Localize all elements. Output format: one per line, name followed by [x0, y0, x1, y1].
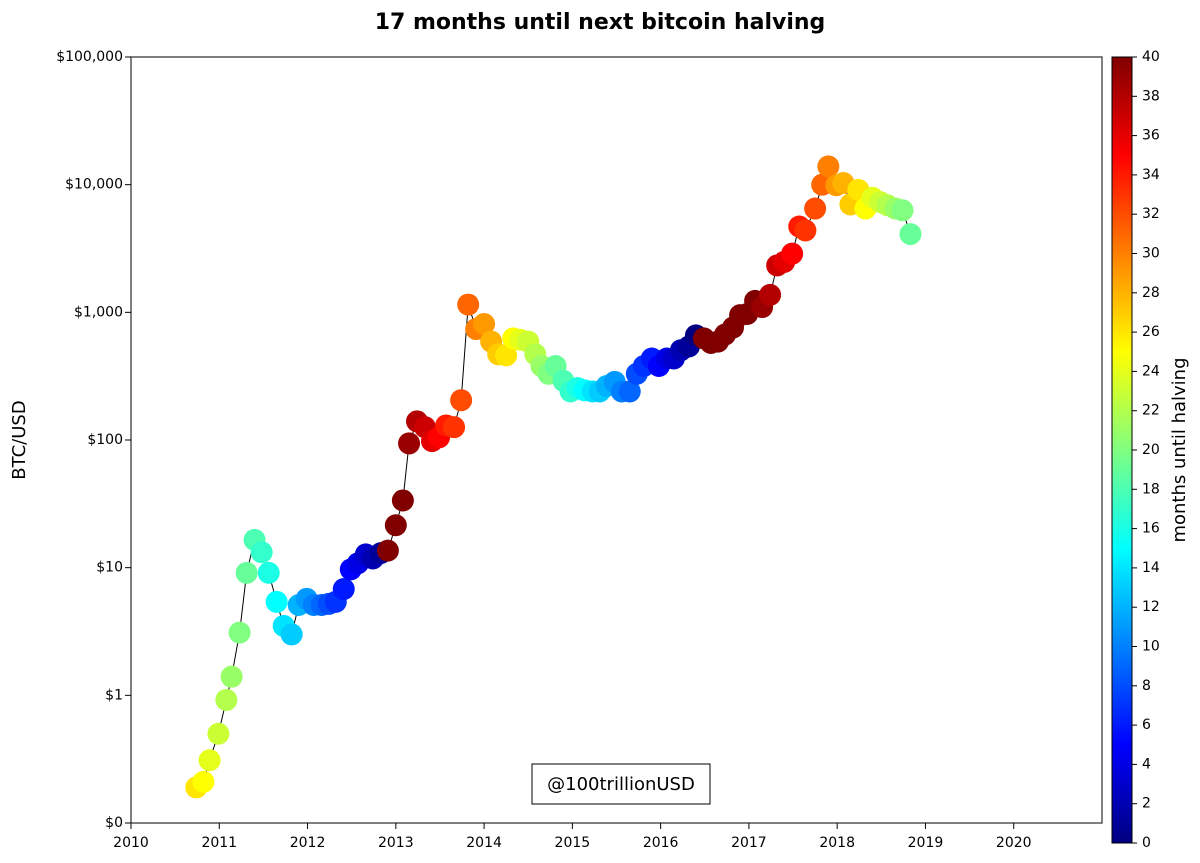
colorbar-tick-label: 38	[1142, 88, 1160, 104]
point	[192, 770, 215, 793]
x-tick-label: 2014	[466, 835, 502, 851]
colorbar-tick-label: 12	[1142, 599, 1160, 615]
annotation: @100trillionUSD	[547, 774, 695, 795]
y-tick-label: $100	[87, 432, 123, 448]
colorbar-tick-label: 2	[1142, 796, 1151, 812]
colorbar-tick-label: 20	[1142, 442, 1160, 458]
colorbar-tick-label: 24	[1142, 363, 1160, 379]
colorbar-tick-label: 0	[1142, 835, 1151, 851]
point	[781, 242, 804, 265]
chart-title: 17 months until next bitcoin halving	[375, 10, 826, 35]
point	[495, 344, 518, 367]
annotation-box	[531, 763, 711, 805]
x-tick-label: 2012	[290, 835, 326, 851]
price-line	[196, 165, 911, 788]
colorbar-label: months until halving	[1169, 357, 1190, 542]
colorbar-tick-label: 6	[1142, 717, 1151, 733]
colorbar-tick-label: 14	[1142, 560, 1160, 576]
colorbar-tick-label: 36	[1142, 128, 1160, 144]
point	[250, 541, 273, 564]
colorbar-tick-label: 8	[1142, 678, 1151, 694]
point	[457, 293, 480, 316]
y-axis-label: BTC/USD	[9, 400, 30, 479]
colorbar-tick-label: 10	[1142, 639, 1160, 655]
point	[198, 749, 221, 772]
point	[473, 313, 496, 336]
y-tick-label: $0	[105, 815, 123, 831]
x-tick-label: 2019	[908, 835, 944, 851]
point	[332, 578, 355, 601]
x-tick-label: 2016	[643, 835, 679, 851]
point	[207, 722, 230, 745]
point	[398, 432, 421, 455]
x-tick-label: 2013	[378, 835, 414, 851]
point	[891, 199, 914, 222]
y-tick-label: $1,000	[74, 304, 123, 320]
plot-frame	[130, 56, 1103, 824]
x-tick-label: 2015	[555, 835, 591, 851]
point	[235, 561, 258, 584]
colorbar-tick-label: 40	[1142, 49, 1160, 65]
x-tick-label: 2010	[113, 835, 149, 851]
x-tick-label: 2011	[201, 835, 237, 851]
colorbar-tick-label: 32	[1142, 206, 1160, 222]
y-tick-label: $10	[96, 560, 123, 576]
colorbar-tick-label: 22	[1142, 403, 1160, 419]
point	[228, 621, 251, 644]
point	[899, 223, 922, 246]
point	[817, 155, 840, 178]
colorbar-tick-label: 4	[1142, 756, 1151, 772]
point	[220, 665, 243, 688]
x-tick-label: 2020	[996, 835, 1032, 851]
point	[759, 283, 782, 306]
x-tick-label: 2018	[819, 835, 855, 851]
point	[450, 389, 473, 412]
colorbar-tick-label: 30	[1142, 246, 1160, 262]
point	[265, 590, 288, 613]
point	[257, 561, 280, 584]
point	[443, 416, 466, 439]
point	[794, 219, 817, 242]
y-tick-label: $100,000	[56, 49, 123, 65]
colorbar-tick-label: 16	[1142, 521, 1160, 537]
point	[618, 380, 641, 403]
point	[215, 688, 238, 711]
y-tick-label: $1	[105, 687, 123, 703]
y-tick-label: $10,000	[65, 177, 123, 193]
colorbar	[1111, 56, 1133, 844]
point	[391, 489, 414, 512]
point	[384, 514, 407, 537]
x-tick-label: 2017	[731, 835, 767, 851]
point	[280, 623, 303, 646]
point	[804, 197, 827, 220]
colorbar-tick-label: 28	[1142, 285, 1160, 301]
point	[376, 539, 399, 562]
colorbar-tick-label: 34	[1142, 167, 1160, 183]
colorbar-tick-label: 26	[1142, 324, 1160, 340]
colorbar-tick-label: 18	[1142, 481, 1160, 497]
